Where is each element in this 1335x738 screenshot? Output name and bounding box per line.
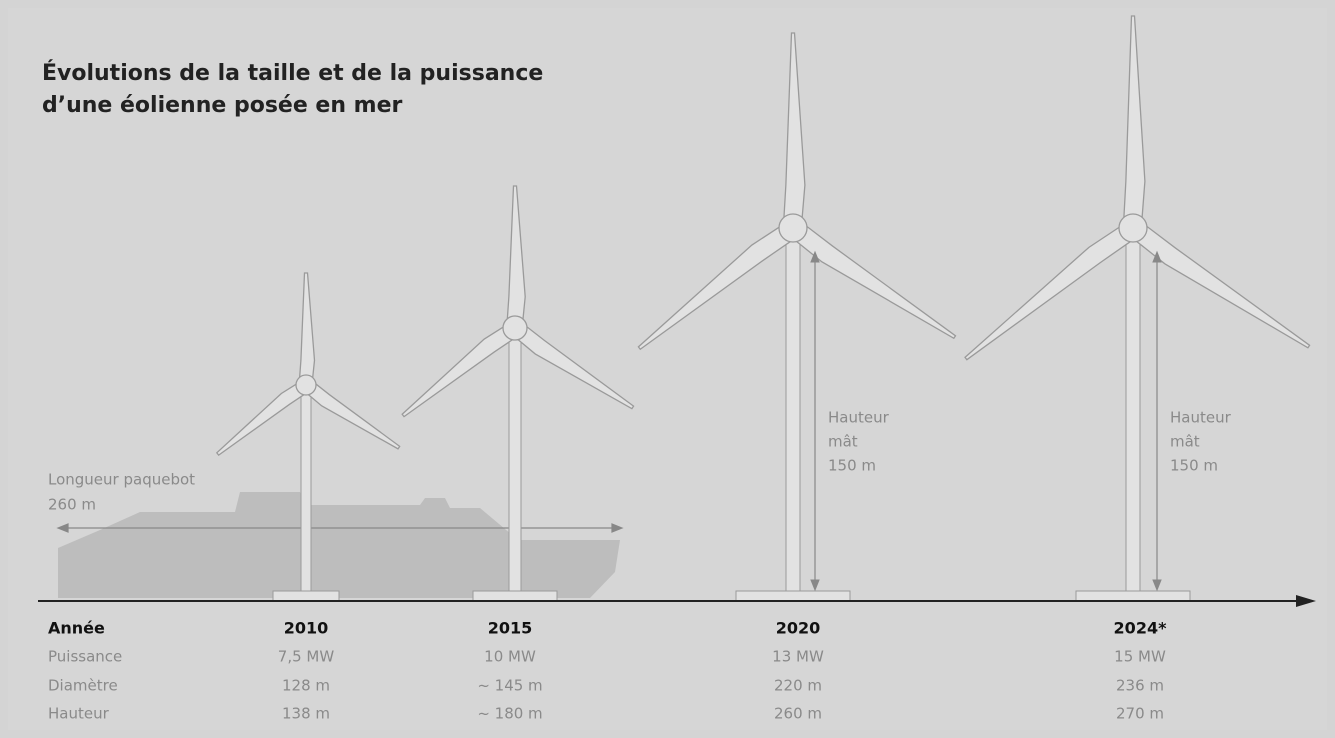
turbine-foundation (272, 590, 340, 602)
ship-length-arrow (56, 523, 624, 533)
row-label: Diamètre (48, 677, 118, 695)
turbine-year: 2024* (1114, 619, 1168, 638)
arrow-head (1152, 250, 1162, 263)
turbine-height: 138 m (282, 705, 330, 723)
turbine-foundation (1075, 590, 1191, 602)
mast-label: Hauteur (828, 409, 890, 427)
turbine-hub (502, 315, 528, 341)
turbine (637, 32, 957, 602)
panel (8, 8, 1327, 730)
turbine-diameter: 128 m (282, 677, 330, 695)
ship-label: 260 m (48, 496, 96, 514)
turbines: Hauteur mât 150 m Hauteur mât 150 m (215, 15, 1311, 602)
ship-silhouette (58, 492, 620, 598)
turbine-diameter: 220 m (774, 677, 822, 695)
turbine-tower (300, 384, 312, 592)
row-label: Hauteur (48, 705, 110, 723)
ground-axis (38, 595, 1316, 607)
arrow-head (810, 250, 820, 263)
table: Année Puissance Diamètre Hauteur 2010 7,5 MW 1… (48, 619, 1167, 723)
row-label: Puissance (48, 648, 122, 666)
arrow-head (810, 579, 820, 592)
turbine-year: 2010 (284, 619, 329, 638)
title-line: d’une éolienne posée en mer (42, 93, 402, 118)
title-line: Évolutions de la taille et de la puissan… (42, 60, 543, 86)
turbine (215, 272, 401, 602)
mast-label: 150 m (828, 457, 876, 475)
arrow-head (1152, 579, 1162, 592)
turbine-power: 7,5 MW (278, 648, 335, 666)
turbine-power: 10 MW (484, 648, 536, 666)
mast-height-arrow (810, 250, 820, 592)
turbine-hub (295, 374, 317, 396)
turbine-power: 13 MW (772, 648, 824, 666)
mast-label: 150 m (1170, 457, 1218, 475)
turbine-height: ~ 180 m (477, 705, 542, 723)
turbine-hub (1118, 213, 1148, 243)
turbine-year: 2015 (488, 619, 533, 638)
mast-height-arrow (1152, 250, 1162, 592)
turbine-diameter: 236 m (1116, 677, 1164, 695)
turbine-year: 2020 (776, 619, 821, 638)
turbine-height: 270 m (1116, 705, 1164, 723)
turbine-foundation (735, 590, 851, 602)
mast-label: mât (1170, 433, 1200, 451)
turbine-diameter: ~ 145 m (477, 677, 542, 695)
turbine (964, 15, 1311, 602)
turbine-tower (1125, 227, 1141, 592)
turbine-tower (508, 327, 522, 592)
mast-label: mât (828, 433, 858, 451)
turbine-power: 15 MW (1114, 648, 1166, 666)
ship-label: Longueur paquebot (48, 471, 195, 489)
row-label: Année (48, 619, 105, 638)
turbine (401, 185, 635, 602)
mast-label: Hauteur (1170, 409, 1232, 427)
turbine-foundation (472, 590, 558, 602)
turbine-tower (785, 227, 801, 592)
turbine-height: 260 m (774, 705, 822, 723)
turbine-hub (778, 213, 808, 243)
